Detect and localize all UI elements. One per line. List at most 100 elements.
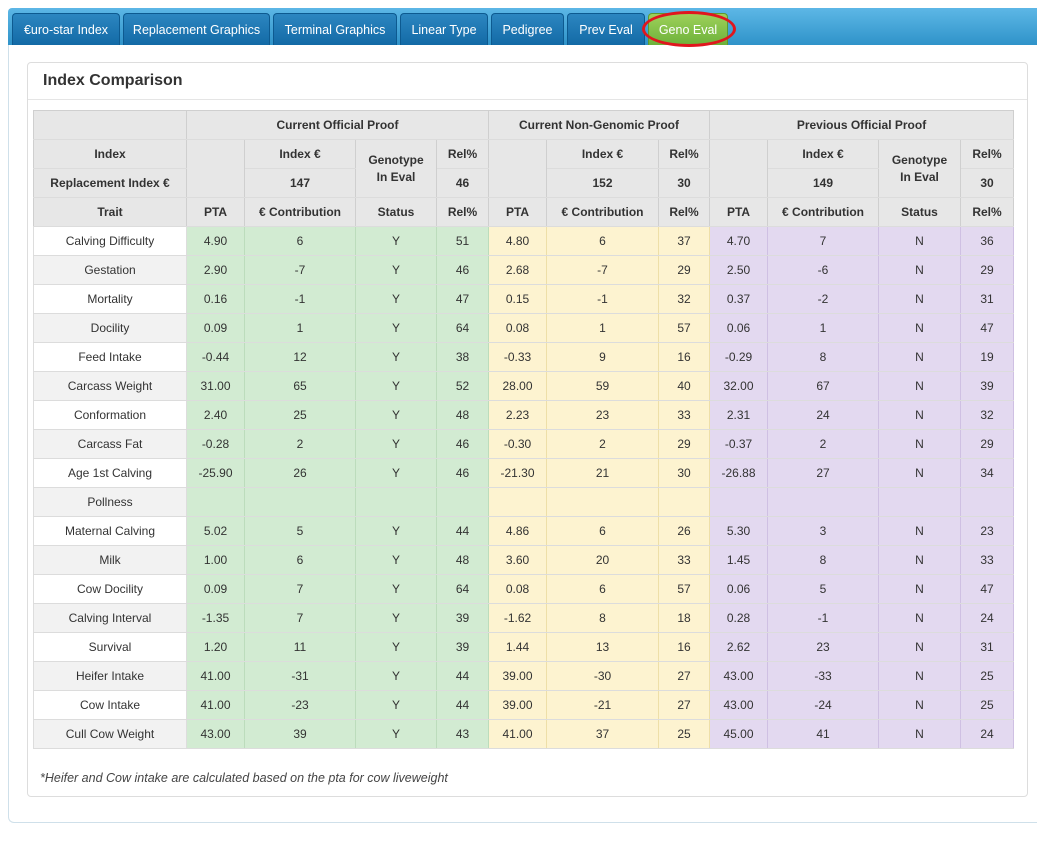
trait-cell: Age 1st Calving: [33, 458, 187, 488]
current-rel-cell: 39: [436, 603, 490, 633]
tab-prev-eval[interactable]: Prev Eval: [567, 13, 645, 45]
tab-replacement-graphics[interactable]: Replacement Graphics: [123, 13, 270, 45]
non-genomic-contribution-cell: -7: [546, 255, 660, 285]
current-pta-cell: 0.09: [186, 313, 245, 343]
table-row: Mortality 0.16 -1 Y 47 0.15 -1 32 0.37 -2 N 31: [33, 284, 1015, 314]
non-genomic-contribution-cell: 23: [546, 400, 660, 430]
non-genomic-contribution-cell: -21: [546, 690, 660, 720]
previous-contribution-header: € Contribution: [767, 197, 880, 227]
previous-pta-cell: -0.29: [709, 342, 769, 372]
non-genomic-contribution-cell: 6: [546, 516, 660, 546]
previous-pta-cell: 2.31: [709, 400, 769, 430]
non-genomic-rel-cell: 37: [658, 226, 711, 256]
previous-rel-header: Rel%: [960, 139, 1015, 169]
previous-pta-cell: 1.45: [709, 545, 769, 575]
current-contribution-cell: 26: [244, 458, 356, 488]
current-status-cell: Y: [355, 574, 437, 604]
current-rel-cell: 44: [436, 516, 490, 546]
trait-cell: Cull Cow Weight: [33, 719, 187, 749]
previous-rel-cell: 33: [960, 545, 1015, 575]
non-genomic-contribution-cell: 13: [546, 632, 660, 662]
previous-pta-cell: 0.28: [709, 603, 769, 633]
non-genomic-rel-cell: 18: [658, 603, 711, 633]
previous-status-cell: N: [878, 400, 962, 430]
previous-pta-cell: 32.00: [709, 371, 769, 401]
previous-rel-cell: 25: [960, 661, 1015, 691]
previous-rel-cell: 19: [960, 342, 1015, 372]
current-contribution-cell: 12: [244, 342, 356, 372]
current-status-cell: Y: [355, 342, 437, 372]
current-contribution-cell: 11: [244, 632, 356, 662]
previous-rel-value: 30: [960, 168, 1015, 198]
current-pta-cell: [186, 487, 245, 517]
previous-pta-cell: 0.06: [709, 313, 769, 343]
previous-status-cell: N: [878, 690, 962, 720]
previous-status-cell: N: [878, 458, 962, 488]
tab-pedigree[interactable]: Pedigree: [491, 13, 564, 45]
non-genomic-index-value: 152: [546, 168, 660, 198]
current-status-cell: Y: [355, 690, 437, 720]
non-genomic-pta-cell: 39.00: [488, 690, 548, 720]
trait-header: Trait: [33, 197, 187, 227]
current-contribution-cell: 7: [244, 574, 356, 604]
current-rel-cell: 51: [436, 226, 490, 256]
tab-terminal-graphics[interactable]: Terminal Graphics: [273, 13, 397, 45]
non-genomic-pta-cell: -0.30: [488, 429, 548, 459]
non-genomic-rel-cell: 32: [658, 284, 711, 314]
current-status-cell: Y: [355, 313, 437, 343]
table-row: Heifer Intake 41.00 -31 Y 44 39.00 -30 27 43.00-…: [33, 661, 1015, 691]
current-status-cell: Y: [355, 429, 437, 459]
trait-cell: Carcass Weight: [33, 371, 187, 401]
tab-eurostar-index[interactable]: €uro-star Index: [12, 13, 120, 45]
previous-contribution-cell: 8: [767, 342, 880, 372]
current-contribution-cell: 39: [244, 719, 356, 749]
group-previous-official: Previous Official Proof: [709, 110, 1015, 140]
current-pta-cell: -1.35: [186, 603, 245, 633]
previous-rel-cell: 36: [960, 226, 1015, 256]
current-contribution-cell: 2: [244, 429, 356, 459]
previous-pta-cell: 0.06: [709, 574, 769, 604]
non-genomic-rel-cell: 16: [658, 342, 711, 372]
previous-pta-cell: 43.00: [709, 690, 769, 720]
current-contribution-cell: -1: [244, 284, 356, 314]
non-genomic-pta-cell: 28.00: [488, 371, 548, 401]
current-pta-cell: 41.00: [186, 690, 245, 720]
table-row: Cull Cow Weight 43.00 39 Y 43 41.00 37 25 45.00 4…: [33, 719, 1015, 749]
table-row: Calving Difficulty 4.90 6 Y 51 4.80 6 37 4.70 7 N 3…: [33, 226, 1015, 256]
current-genotype-header: Genotype In Eval: [355, 139, 437, 198]
non-genomic-contribution-cell: 8: [546, 603, 660, 633]
table-row: Age 1st Calving -25.90 26 Y 46 -21.30 21 30 -26.…: [33, 458, 1015, 488]
previous-status-cell: N: [878, 226, 962, 256]
current-status-header: Status: [355, 197, 437, 227]
current-status-cell: Y: [355, 603, 437, 633]
previous-rel-cell: 29: [960, 255, 1015, 285]
current-contribution-cell: 7: [244, 603, 356, 633]
previous-index-header: Index €: [767, 139, 880, 169]
panel-title: Index Comparison: [43, 72, 183, 89]
current-pta-cell: 0.16: [186, 284, 245, 314]
tab-linear-type[interactable]: Linear Type: [400, 13, 488, 45]
non-genomic-contribution-cell: 37: [546, 719, 660, 749]
trait-cell: Milk: [33, 545, 187, 575]
previous-rel-cell: 31: [960, 632, 1015, 662]
current-contribution-cell: 5: [244, 516, 356, 546]
current-status-cell: Y: [355, 400, 437, 430]
non-genomic-rel-cell: 40: [658, 371, 711, 401]
table-row: Cow Docility 0.09 7 Y 64 0.08 6 57 0.06 5 N 47: [33, 574, 1015, 604]
current-pta-header: PTA: [186, 197, 245, 227]
current-contribution-cell: 6: [244, 545, 356, 575]
current-pta-cell: -0.44: [186, 342, 245, 372]
current-rel-cell: 46: [436, 429, 490, 459]
previous-status-header: Status: [878, 197, 962, 227]
current-pta-cell: 41.00: [186, 661, 245, 691]
non-genomic-rel-col-header: Rel%: [658, 197, 711, 227]
non-genomic-pta-cell: 0.15: [488, 284, 548, 314]
tab-geno-eval[interactable]: Geno Eval: [648, 13, 728, 45]
group-current-non-genomic: Current Non-Genomic Proof: [488, 110, 711, 140]
previous-status-cell: [878, 487, 962, 517]
tab-content-frame: [8, 45, 1037, 823]
previous-rel-cell: 39: [960, 371, 1015, 401]
current-status-cell: Y: [355, 458, 437, 488]
non-genomic-rel-cell: 33: [658, 545, 711, 575]
intake-footnote: *Heifer and Cow intake are calculated ba…: [40, 771, 448, 785]
